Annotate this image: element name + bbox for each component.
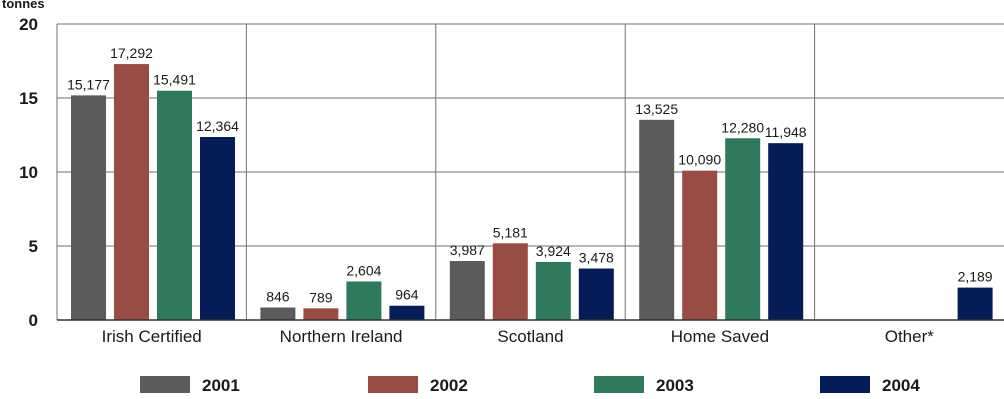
bar-2003-1 xyxy=(346,281,382,320)
data-label-2001-2: 3,987 xyxy=(450,242,485,258)
legend-label-2004: 2004 xyxy=(882,376,920,395)
bar-2004-0 xyxy=(200,137,235,320)
legend-swatch-2001 xyxy=(140,376,190,393)
data-label-2002-0: 17,292 xyxy=(110,45,153,61)
bar-2002-1 xyxy=(303,308,339,320)
bar-2004-4 xyxy=(957,287,993,320)
legend-label-2003: 2003 xyxy=(656,376,694,395)
bar-2002-2 xyxy=(492,243,528,320)
bar-2003-2 xyxy=(535,261,571,320)
bar-2001-1 xyxy=(260,307,296,320)
data-label-2004-4: 2,189 xyxy=(958,269,993,285)
data-label-2003-2: 3,924 xyxy=(536,243,571,259)
y-tick-label-15: 15 xyxy=(19,89,38,108)
data-label-2003-3: 12,280 xyxy=(721,119,764,135)
data-label-2001-1: 846 xyxy=(266,288,290,304)
bar-2001-2 xyxy=(449,260,485,320)
data-label-2001-0: 15,177 xyxy=(67,76,110,92)
legend-swatch-2004 xyxy=(820,376,870,393)
bar-2002-3 xyxy=(682,170,718,320)
bar-2004-2 xyxy=(578,268,614,320)
legend-swatch-2002 xyxy=(368,376,418,393)
y-tick-label-20: 20 xyxy=(19,15,38,34)
data-label-2004-0: 12,364 xyxy=(196,118,239,134)
bar-2004-3 xyxy=(768,143,804,320)
bar-2003-0 xyxy=(157,90,192,320)
bar-2004-1 xyxy=(389,305,425,320)
data-label-2003-0: 15,491 xyxy=(153,72,196,88)
data-label-2002-3: 10,090 xyxy=(678,152,721,168)
bar-2001-3 xyxy=(639,119,675,320)
x-category-label: Northern Ireland xyxy=(280,327,403,346)
data-label-2004-2: 3,478 xyxy=(579,250,614,266)
legend-label-2001: 2001 xyxy=(202,376,240,395)
y-tick-label-5: 5 xyxy=(29,237,38,256)
legend-swatch-2003 xyxy=(594,376,644,393)
data-label-2004-3: 11,948 xyxy=(765,124,807,140)
data-label-2003-1: 2,604 xyxy=(346,262,381,278)
y-axis-unit-label: tonnes xyxy=(2,0,45,11)
bar-2001-0 xyxy=(71,95,106,320)
y-tick-label-10: 10 xyxy=(19,163,38,182)
data-label-2001-3: 13,525 xyxy=(635,101,678,117)
x-category-label: Home Saved xyxy=(671,327,769,346)
data-label-2002-1: 789 xyxy=(309,289,333,305)
legend-label-2002: 2002 xyxy=(430,376,468,395)
x-category-label: Irish Certified xyxy=(102,327,202,346)
bar-2002-0 xyxy=(114,64,149,320)
data-label-2002-2: 5,181 xyxy=(493,224,528,240)
y-tick-label-0: 0 xyxy=(29,311,38,330)
data-label-2004-1: 964 xyxy=(395,287,419,303)
bar-2003-3 xyxy=(725,138,761,320)
x-category-label: Scotland xyxy=(497,327,563,346)
x-category-label: Other* xyxy=(885,327,935,346)
